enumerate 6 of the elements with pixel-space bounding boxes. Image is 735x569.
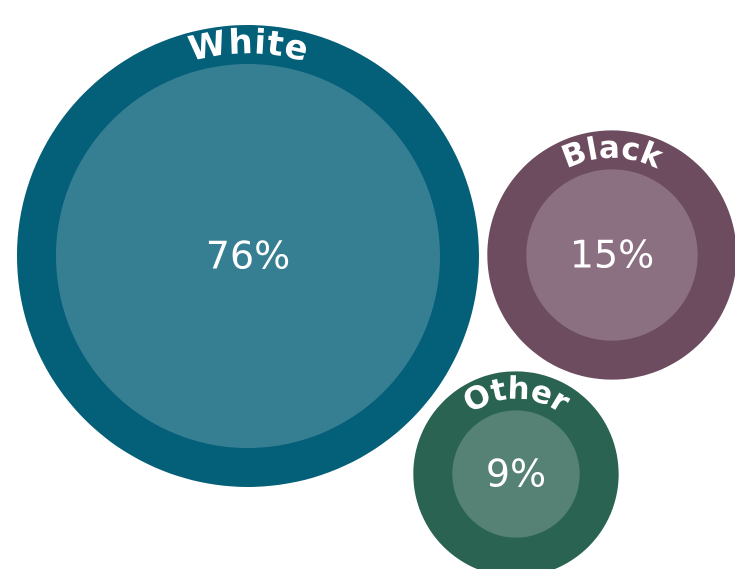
- category-label: Black: [561, 136, 667, 169]
- category-label: White: [187, 27, 308, 62]
- data-label: 9%: [488, 458, 544, 488]
- category-label: Other: [460, 375, 570, 414]
- data-label: 15%: [574, 239, 652, 268]
- data-label: 76%: [208, 240, 288, 270]
